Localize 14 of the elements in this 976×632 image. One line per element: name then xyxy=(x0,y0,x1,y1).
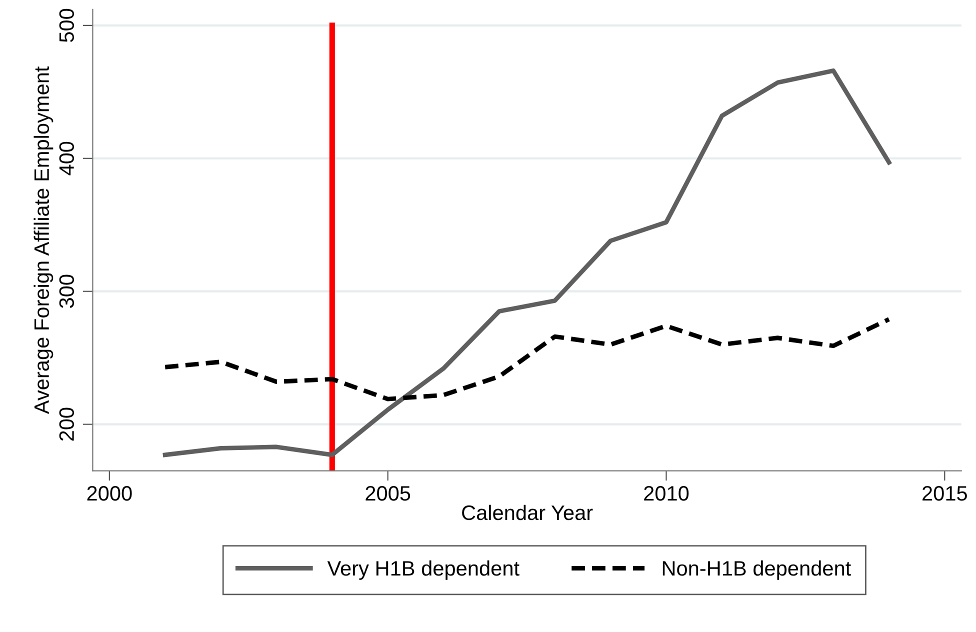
line-series xyxy=(162,68,892,458)
x-tick-label: 2015 xyxy=(922,486,967,501)
x-tick-label: 2010 xyxy=(644,486,689,501)
legend-label: Non-H1B dependent xyxy=(662,560,851,580)
y-tick-label: 300 xyxy=(59,274,74,308)
x-axis-title: Calendar Year xyxy=(462,504,593,520)
line-series xyxy=(162,317,892,402)
x-tick-label: 2005 xyxy=(366,486,410,501)
y-tick-label: 200 xyxy=(59,408,74,441)
y-tick-label: 500 xyxy=(59,8,74,42)
legend-label: Very H1B dependent xyxy=(327,560,520,580)
y-tick-label: 400 xyxy=(59,142,74,176)
x-tick-label: 2000 xyxy=(87,486,132,501)
y-axis-title: Average Foreign Affiliate Employment xyxy=(34,66,54,414)
